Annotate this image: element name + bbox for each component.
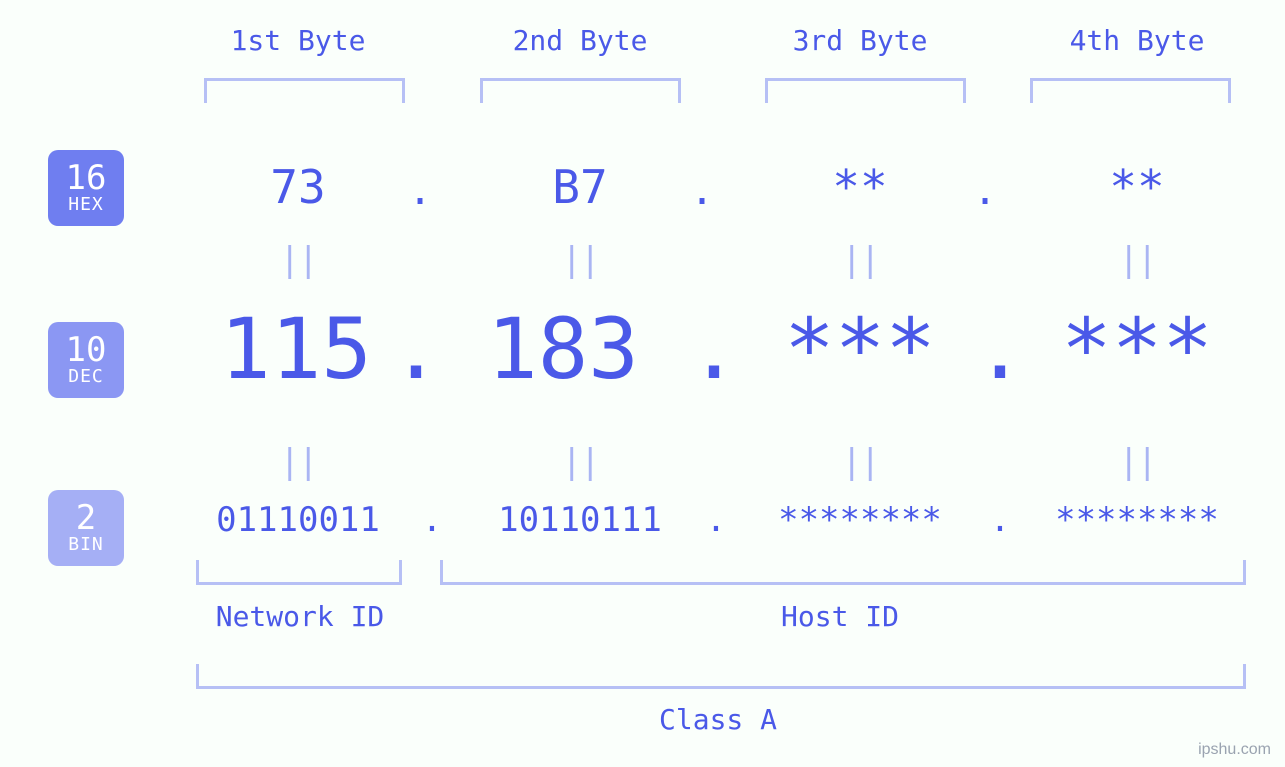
badge-bin-number: 2 (48, 501, 124, 537)
hex-byte-3: ** (832, 160, 887, 214)
byte-header-2: 2nd Byte (513, 24, 648, 57)
equals-icon: || (562, 240, 599, 280)
hex-byte-1: 73 (270, 160, 325, 214)
top-bracket-4 (1030, 78, 1231, 103)
byte-header-4: 4th Byte (1070, 24, 1205, 57)
equals-icon: || (280, 442, 317, 482)
label-class: Class A (659, 703, 777, 736)
badge-dec: 10 DEC (48, 322, 124, 398)
top-bracket-3 (765, 78, 966, 103)
badge-bin: 2 BIN (48, 490, 124, 566)
bracket-host (440, 560, 1246, 585)
top-bracket-1 (204, 78, 405, 103)
dec-dot-3: . (975, 300, 1026, 398)
badge-hex-number: 16 (48, 161, 124, 197)
bin-dot-3: . (990, 500, 1010, 540)
hex-dot-1: . (408, 168, 432, 214)
bracket-class (196, 664, 1246, 689)
badge-hex: 16 HEX (48, 150, 124, 226)
equals-icon: || (562, 442, 599, 482)
ip-diagram: 1st Byte 2nd Byte 3rd Byte 4th Byte 16 H… (0, 0, 1285, 767)
watermark: ipshu.com (1198, 741, 1271, 759)
bin-dot-2: . (706, 500, 726, 540)
badge-dec-label: DEC (48, 368, 124, 387)
byte-header-3: 3rd Byte (793, 24, 928, 57)
equals-icon: || (1119, 240, 1156, 280)
label-network-id: Network ID (216, 600, 385, 633)
badge-dec-number: 10 (48, 333, 124, 369)
equals-icon: || (842, 442, 879, 482)
badge-bin-label: BIN (48, 536, 124, 555)
bin-byte-3: ******** (778, 500, 942, 540)
bracket-network (196, 560, 402, 585)
bin-byte-4: ******** (1055, 500, 1219, 540)
bin-byte-1: 01110011 (216, 500, 380, 540)
dec-byte-3: *** (784, 300, 936, 398)
dec-dot-2: . (689, 300, 740, 398)
hex-dot-2: . (690, 168, 714, 214)
equals-icon: || (842, 240, 879, 280)
dec-byte-4: *** (1061, 300, 1213, 398)
hex-byte-2: B7 (552, 160, 607, 214)
bin-byte-2: 10110111 (498, 500, 662, 540)
hex-byte-4: ** (1109, 160, 1164, 214)
byte-header-1: 1st Byte (231, 24, 366, 57)
dec-dot-1: . (391, 300, 442, 398)
equals-icon: || (1119, 442, 1156, 482)
bin-dot-1: . (422, 500, 442, 540)
dec-byte-1: 115 (220, 300, 372, 398)
equals-icon: || (280, 240, 317, 280)
dec-byte-2: 183 (487, 300, 639, 398)
top-bracket-2 (480, 78, 681, 103)
hex-dot-3: . (973, 168, 997, 214)
label-host-id: Host ID (781, 600, 899, 633)
badge-hex-label: HEX (48, 196, 124, 215)
